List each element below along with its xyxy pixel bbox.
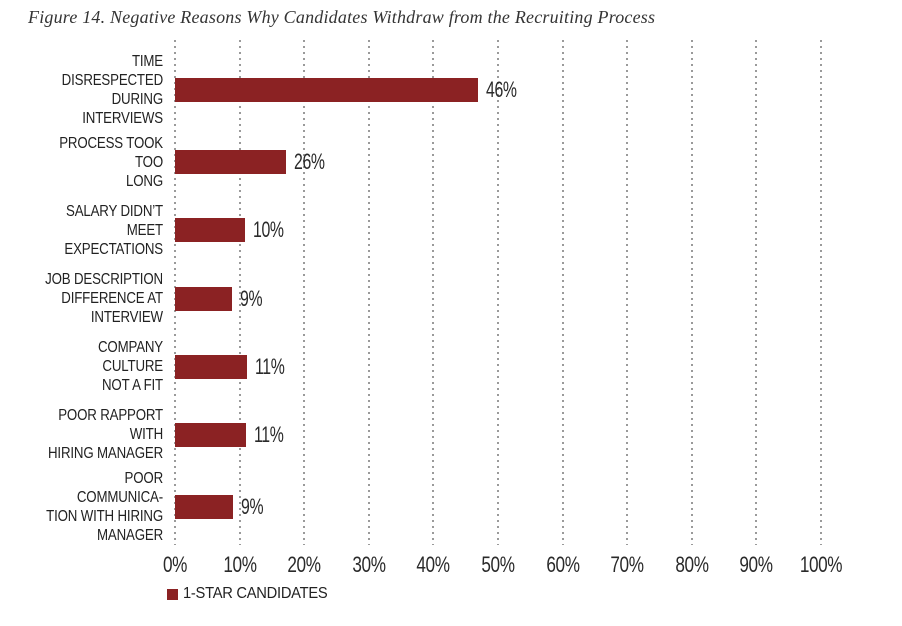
value-label: 11% <box>255 353 285 379</box>
legend-label: 1-STAR CANDIDATES <box>183 585 328 602</box>
x-tick-label: 40% <box>416 552 451 577</box>
x-tick-label: 80% <box>675 552 709 577</box>
chart-row: PROCESS TOOK TOO LONG 26% <box>20 128 821 196</box>
value-label: 11% <box>254 421 284 447</box>
bar <box>175 354 247 379</box>
value-label: 46% <box>486 77 517 102</box>
gridline-40% <box>432 40 435 545</box>
bar <box>175 218 245 243</box>
chart-row: JOB DESCRIPTION DIFFERENCE AT INTERVIEW 9… <box>20 264 821 332</box>
chart-row: TIME DISRESPECTED DURING INTERVIEWS 46% <box>20 52 821 128</box>
value-label: 9% <box>241 494 264 520</box>
bar-area: 11% <box>175 401 821 469</box>
chart-row: SALARY DIDN’T MEET EXPECTATIONS 10% <box>20 196 821 264</box>
x-tick-label: 50% <box>481 552 515 577</box>
category-label-cell: JOB DESCRIPTION DIFFERENCE AT INTERVIEW <box>20 264 163 332</box>
chart-row: COMPANY CULTURE NOT A FIT 11% <box>20 333 821 401</box>
chart-row: POOR COMMUNICA- TION WITH HIRING MANAGER… <box>20 469 821 545</box>
bar-area: 9% <box>175 469 821 545</box>
bar-area: 46% <box>175 52 821 128</box>
x-tick-label: 20% <box>287 552 322 577</box>
bar-area: 26% <box>175 128 821 196</box>
value-label: 9% <box>240 285 263 311</box>
category-label: COMPANY CULTURE NOT A FIT <box>98 339 163 395</box>
gridline-20% <box>303 40 306 545</box>
category-label-cell: PROCESS TOOK TOO LONG <box>20 128 163 196</box>
bar <box>175 286 232 311</box>
figure-title: Figure 14. Negative Reasons Why Candidat… <box>28 7 656 27</box>
gridline-10% <box>238 40 241 545</box>
x-tick-label: 30% <box>352 552 386 577</box>
bar-area: 11% <box>175 333 821 401</box>
gridline-80% <box>690 40 693 545</box>
category-label: PROCESS TOOK TOO LONG <box>59 134 163 190</box>
legend-color-swatch-icon <box>167 588 178 600</box>
category-label: SALARY DIDN’T MEET EXPECTATIONS <box>64 202 163 258</box>
category-label: TIME DISRESPECTED DURING INTERVIEWS <box>61 53 163 127</box>
bar <box>175 150 286 175</box>
x-tick-label: 60% <box>546 552 580 577</box>
gridline-70% <box>626 40 629 545</box>
x-tick-label: 0% <box>162 552 188 577</box>
category-label-cell: POOR RAPPORT WITH HIRING MANAGER <box>20 401 163 469</box>
category-label-cell: TIME DISRESPECTED DURING INTERVIEWS <box>20 52 163 128</box>
value-label: 26% <box>294 149 325 175</box>
bar <box>175 422 246 447</box>
x-tick-label: 90% <box>739 552 774 577</box>
gridline-30% <box>367 40 370 545</box>
category-label-cell: POOR COMMUNICA- TION WITH HIRING MANAGER <box>20 469 163 545</box>
x-tick-label: 10% <box>223 552 257 577</box>
bar <box>175 78 478 102</box>
gridline-60% <box>561 40 564 545</box>
bar-area: 9% <box>175 264 821 332</box>
bar <box>175 495 233 520</box>
x-tick-label: 70% <box>610 552 645 577</box>
category-label: JOB DESCRIPTION DIFFERENCE AT INTERVIEW <box>45 271 163 326</box>
bar-rows: TIME DISRESPECTED DURING INTERVIEWS 46% PR… <box>20 52 821 545</box>
gridline-90% <box>755 40 758 545</box>
x-axis: 0% 10% 20% 30% 40% 50% 60% 70% 80% 90% 100% <box>163 552 843 578</box>
chart-row: POOR RAPPORT WITH HIRING MANAGER 11% <box>20 401 821 469</box>
category-label: POOR COMMUNICA- TION WITH HIRING MANAGER <box>46 470 163 545</box>
gridline-100% <box>820 40 822 545</box>
bar-area: 10% <box>175 196 821 264</box>
category-label-cell: COMPANY CULTURE NOT A FIT <box>20 333 163 401</box>
gridline-50% <box>497 40 499 545</box>
value-label: 10% <box>253 217 284 243</box>
legend: 1-STAR CANDIDATES <box>167 585 340 603</box>
bar-chart-plot-area: TIME DISRESPECTED DURING INTERVIEWS 46% PR… <box>45 40 843 602</box>
x-tick-label: 100% <box>799 552 843 577</box>
category-label: POOR RAPPORT WITH HIRING MANAGER <box>48 407 163 463</box>
category-label-cell: SALARY DIDN’T MEET EXPECTATIONS <box>20 196 163 264</box>
